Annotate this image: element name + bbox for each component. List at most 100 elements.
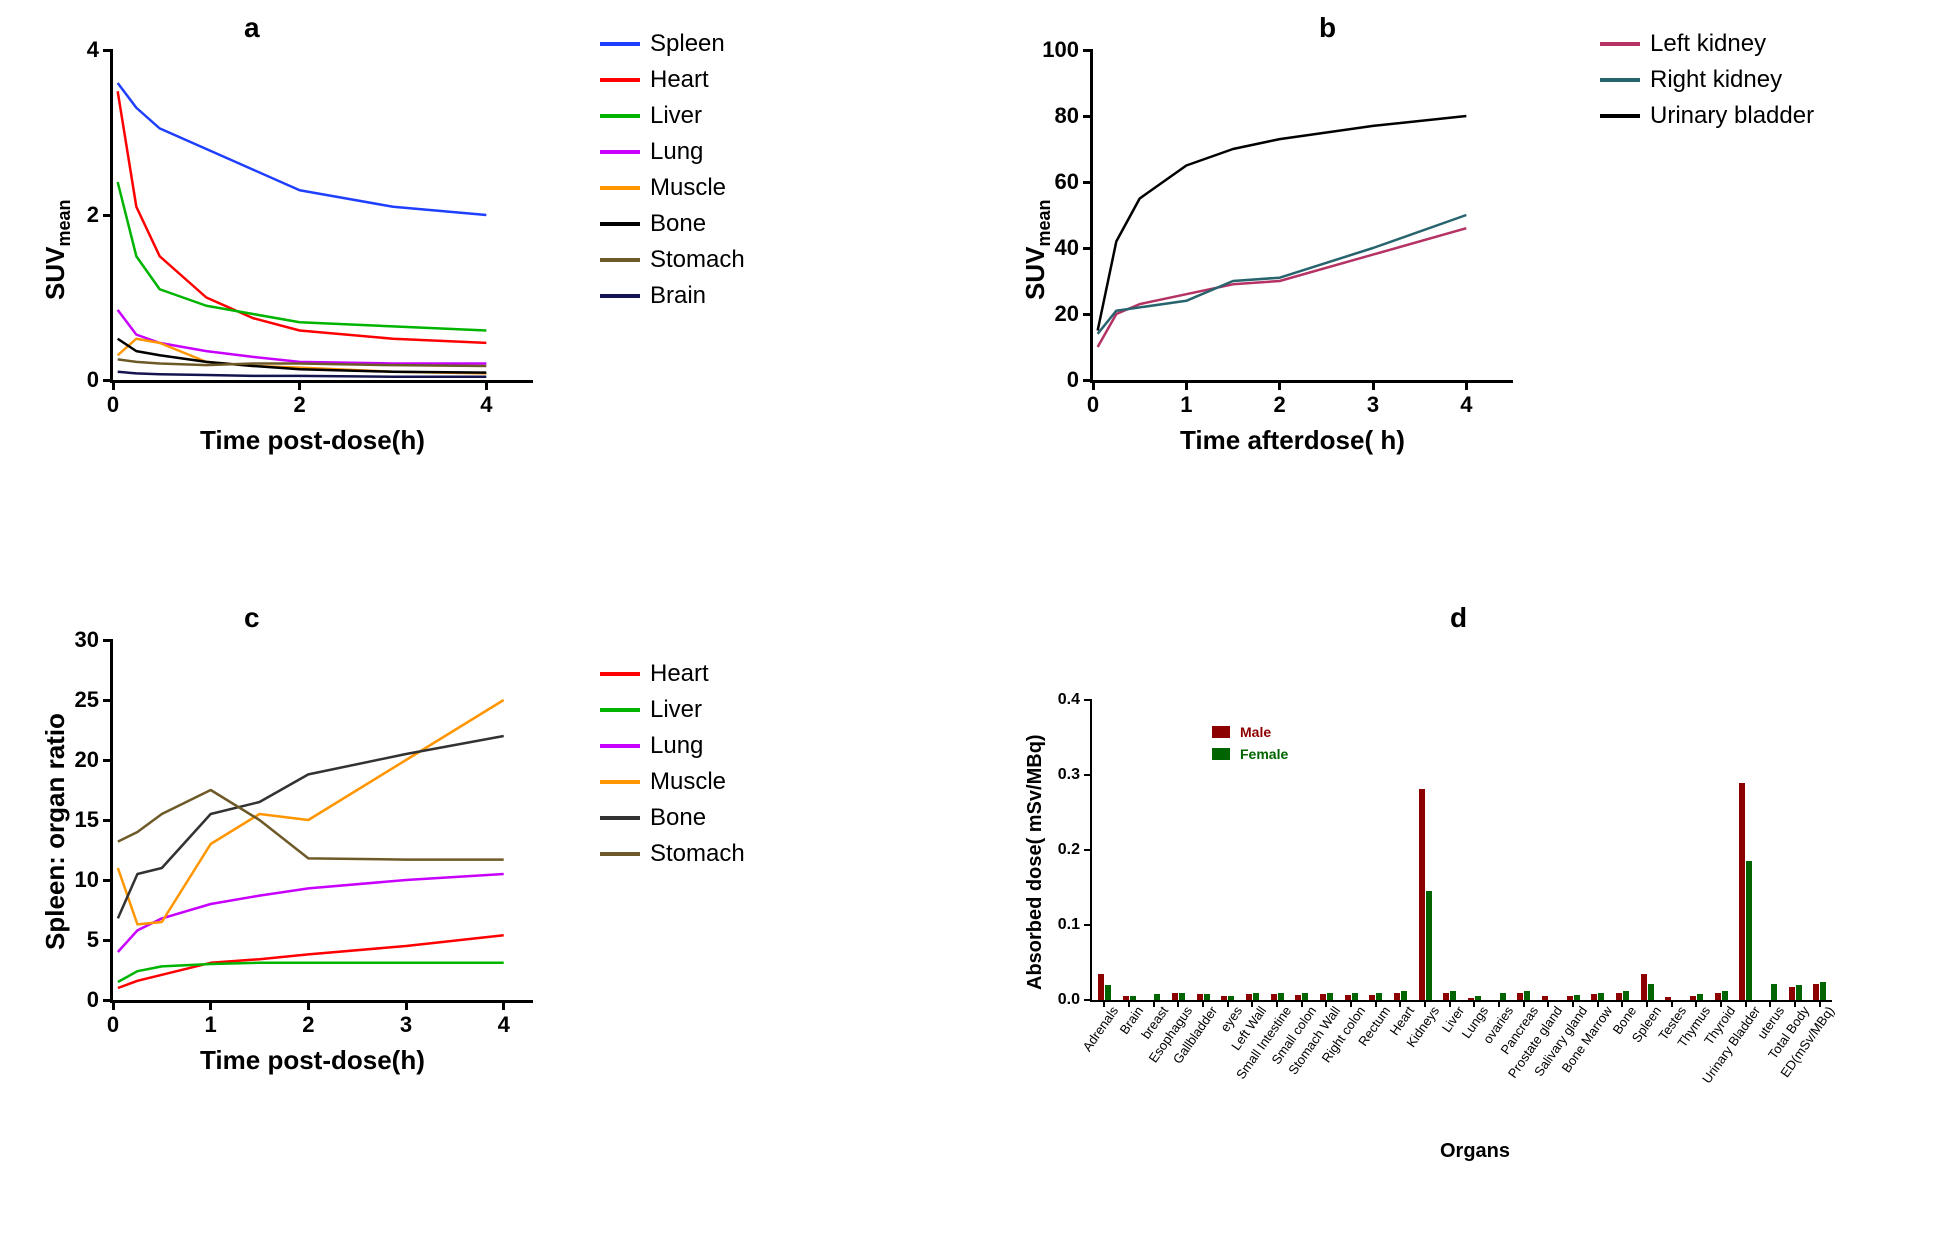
legend-item: Lung (600, 732, 745, 760)
legend-swatch (600, 258, 640, 262)
panel-b-title: b (1319, 12, 1336, 44)
bar-group (1092, 974, 1117, 1000)
series-line (118, 700, 504, 924)
bar (1697, 994, 1703, 1000)
series-line (118, 83, 487, 215)
bar-group (1807, 982, 1832, 1000)
series-line (1098, 228, 1467, 347)
legend-item: Muscle (600, 768, 745, 796)
xtick-label: 1 (205, 1000, 217, 1038)
legend-item: Right kidney (1600, 66, 1814, 94)
bar (1376, 993, 1382, 1000)
panel-b-ylabel: SUVmean (1020, 200, 1055, 301)
legend-label: Right kidney (1650, 66, 1782, 94)
ytick-label: 20 (1055, 301, 1093, 327)
legend-label: Heart (650, 66, 709, 94)
legend-item: Muscle (600, 174, 745, 202)
bar-group (1610, 991, 1635, 1000)
xtick-label: 4 (498, 1000, 510, 1038)
series-line (1098, 116, 1467, 331)
panel-c-xlabel: Time post-dose(h) (200, 1045, 425, 1076)
legend-label: Bone (650, 804, 706, 832)
legend-item: Stomach (600, 246, 745, 274)
panel-b-plot: 02040608010001234 (1090, 50, 1513, 383)
series-line (118, 874, 504, 952)
ytick-label: 4 (87, 37, 113, 63)
legend-swatch (600, 42, 640, 46)
legend-item: Lung (600, 138, 745, 166)
legend-swatch (600, 816, 640, 820)
bar (1130, 996, 1136, 1000)
legend-swatch (600, 78, 640, 82)
bar (1352, 993, 1358, 1000)
bar (1746, 861, 1752, 1000)
bar (1648, 984, 1654, 1001)
bar-group (1635, 974, 1660, 1000)
bar (1623, 991, 1629, 1000)
ytick-label: 0.1 (1058, 916, 1092, 934)
legend-label: Female (1240, 746, 1288, 762)
legend-item: Stomach (600, 840, 745, 868)
series-line (118, 91, 487, 343)
panel-d-ylabel: Absorbed dose( mSv/MBq) (1024, 734, 1047, 990)
legend-label: Lung (650, 732, 703, 760)
legend-item: Bone (600, 210, 745, 238)
panel-c-title: c (244, 602, 260, 634)
ytick-label: 15 (75, 807, 113, 833)
bar (1771, 984, 1777, 1001)
series-line (118, 790, 504, 860)
legend-swatch (600, 150, 640, 154)
bar (1394, 993, 1400, 1001)
bar (1172, 993, 1178, 1001)
legend-swatch (600, 186, 640, 190)
series-line (118, 736, 504, 918)
bar-group (1413, 789, 1438, 1001)
bar (1820, 982, 1826, 1000)
panel-c-legend: HeartLiverLungMuscleBoneStomach (580, 610, 745, 1220)
xtick-label: 2 (294, 380, 306, 418)
bar (1739, 783, 1745, 1001)
bar (1524, 991, 1530, 1000)
panel-a-plot: 024024 (110, 50, 533, 383)
bar (1327, 993, 1333, 1001)
series-line (1098, 215, 1467, 334)
legend-swatch (1212, 726, 1230, 738)
legend-swatch (600, 222, 640, 226)
legend-swatch (600, 744, 640, 748)
ytick-label: 60 (1055, 169, 1093, 195)
bar (1813, 984, 1819, 1001)
bar-group (1388, 991, 1413, 1000)
line-layer (1093, 50, 1513, 380)
panel-d-xlabel: Organs (1440, 1140, 1510, 1163)
xtick-label: 3 (1367, 380, 1379, 418)
bar-group (1758, 984, 1783, 1001)
panel-c-plot: 05101520253001234 (110, 640, 533, 1003)
panel-b-xlabel: Time afterdose( h) (1180, 425, 1405, 456)
line-layer (113, 640, 533, 1000)
bar (1796, 985, 1802, 1000)
figure-grid: a 024024 SUVmean Time post-dose(h) Splee… (20, 20, 1920, 1220)
bar-group (1733, 783, 1758, 1001)
bar (1789, 987, 1795, 1001)
ytick-label: 5 (87, 927, 113, 953)
legend-label: Bone (650, 210, 706, 238)
bar (1574, 995, 1580, 1000)
bar (1598, 993, 1604, 1001)
legend-label: Stomach (650, 246, 745, 274)
panel-d: d 0.00.10.20.30.4AdrenalsBrainbreastEsop… (1000, 610, 1920, 1220)
legend-swatch (600, 672, 640, 676)
bar (1443, 993, 1449, 1001)
bar (1715, 993, 1721, 1001)
legend-label: Urinary bladder (1650, 102, 1814, 130)
ytick-label: 30 (75, 627, 113, 653)
legend-label: Male (1240, 724, 1271, 740)
ytick-label: 0.3 (1058, 766, 1092, 784)
bars-container (1092, 700, 1832, 1000)
ytick-label: 0.4 (1058, 691, 1092, 709)
panel-d-title: d (1450, 602, 1467, 634)
bar-group (1166, 993, 1191, 1001)
legend-item: Urinary bladder (1600, 102, 1814, 130)
xtick-label: 2 (302, 1000, 314, 1038)
legend-item: Brain (600, 282, 745, 310)
panel-c-ylabel: Spleen: organ ratio (40, 713, 71, 950)
